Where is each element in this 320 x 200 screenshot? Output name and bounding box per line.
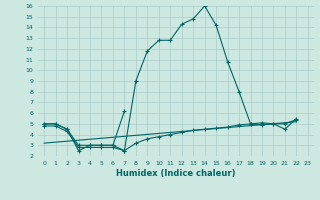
X-axis label: Humidex (Indice chaleur): Humidex (Indice chaleur) <box>116 169 236 178</box>
